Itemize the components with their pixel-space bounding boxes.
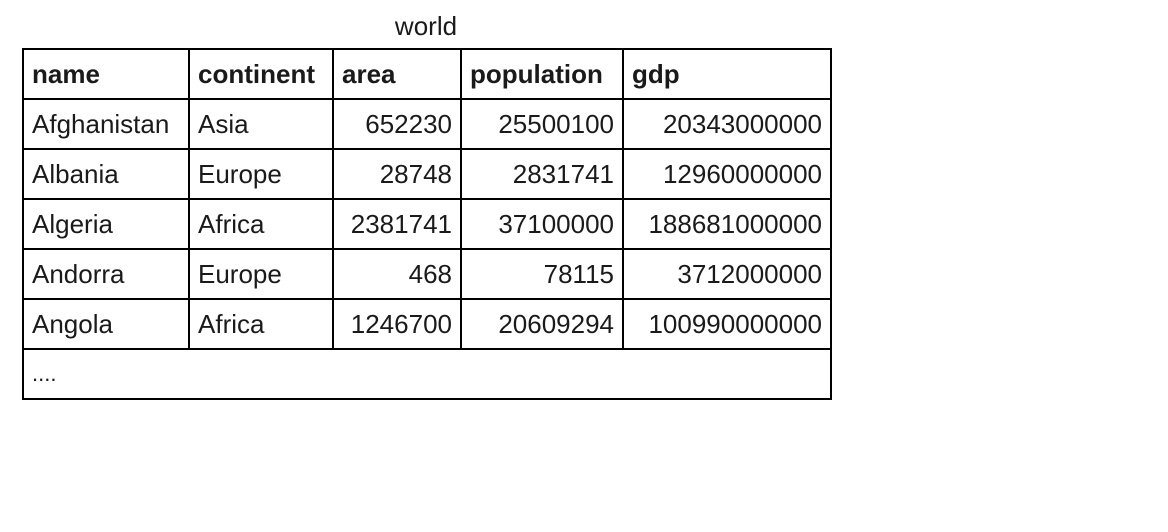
cell-gdp: 3712000000 (622, 248, 832, 300)
table-row: Angola Africa 1246700 20609294 100990000… (22, 298, 832, 350)
world-table: name continent area population gdp Afgha… (22, 48, 832, 400)
cell-gdp: 188681000000 (622, 198, 832, 250)
cell-area: 1246700 (332, 298, 462, 350)
column-header-gdp: gdp (622, 48, 832, 100)
cell-continent: Asia (188, 98, 334, 150)
cell-continent: Africa (188, 298, 334, 350)
table-row: Algeria Africa 2381741 37100000 18868100… (22, 198, 832, 250)
cell-area: 2381741 (332, 198, 462, 250)
cell-continent: Africa (188, 198, 334, 250)
cell-population: 20609294 (460, 298, 624, 350)
cell-name: Afghanistan (22, 98, 190, 150)
cell-population: 25500100 (460, 98, 624, 150)
column-header-continent: continent (188, 48, 334, 100)
header-row: name continent area population gdp (22, 48, 832, 100)
cell-name: Angola (22, 298, 190, 350)
cell-area: 468 (332, 248, 462, 300)
cell-population: 2831741 (460, 148, 624, 200)
cell-population: 78115 (460, 248, 624, 300)
cell-name: Andorra (22, 248, 190, 300)
column-header-area: area (332, 48, 462, 100)
cell-area: 28748 (332, 148, 462, 200)
more-rows-indicator: .... (22, 348, 832, 400)
cell-gdp: 100990000000 (622, 298, 832, 350)
cell-gdp: 12960000000 (622, 148, 832, 200)
cell-name: Algeria (22, 198, 190, 250)
column-header-population: population (460, 48, 624, 100)
table-row: Afghanistan Asia 652230 25500100 2034300… (22, 98, 832, 150)
cell-area: 652230 (332, 98, 462, 150)
table-row: Andorra Europe 468 78115 3712000000 (22, 248, 832, 300)
ellipsis-row: .... (22, 348, 832, 400)
cell-continent: Europe (188, 248, 334, 300)
cell-name: Albania (22, 148, 190, 200)
cell-continent: Europe (188, 148, 334, 200)
table-row: Albania Europe 28748 2831741 12960000000 (22, 148, 832, 200)
table-caption: world (394, 11, 458, 41)
cell-gdp: 20343000000 (622, 98, 832, 150)
cell-population: 37100000 (460, 198, 624, 250)
column-header-name: name (22, 48, 190, 100)
